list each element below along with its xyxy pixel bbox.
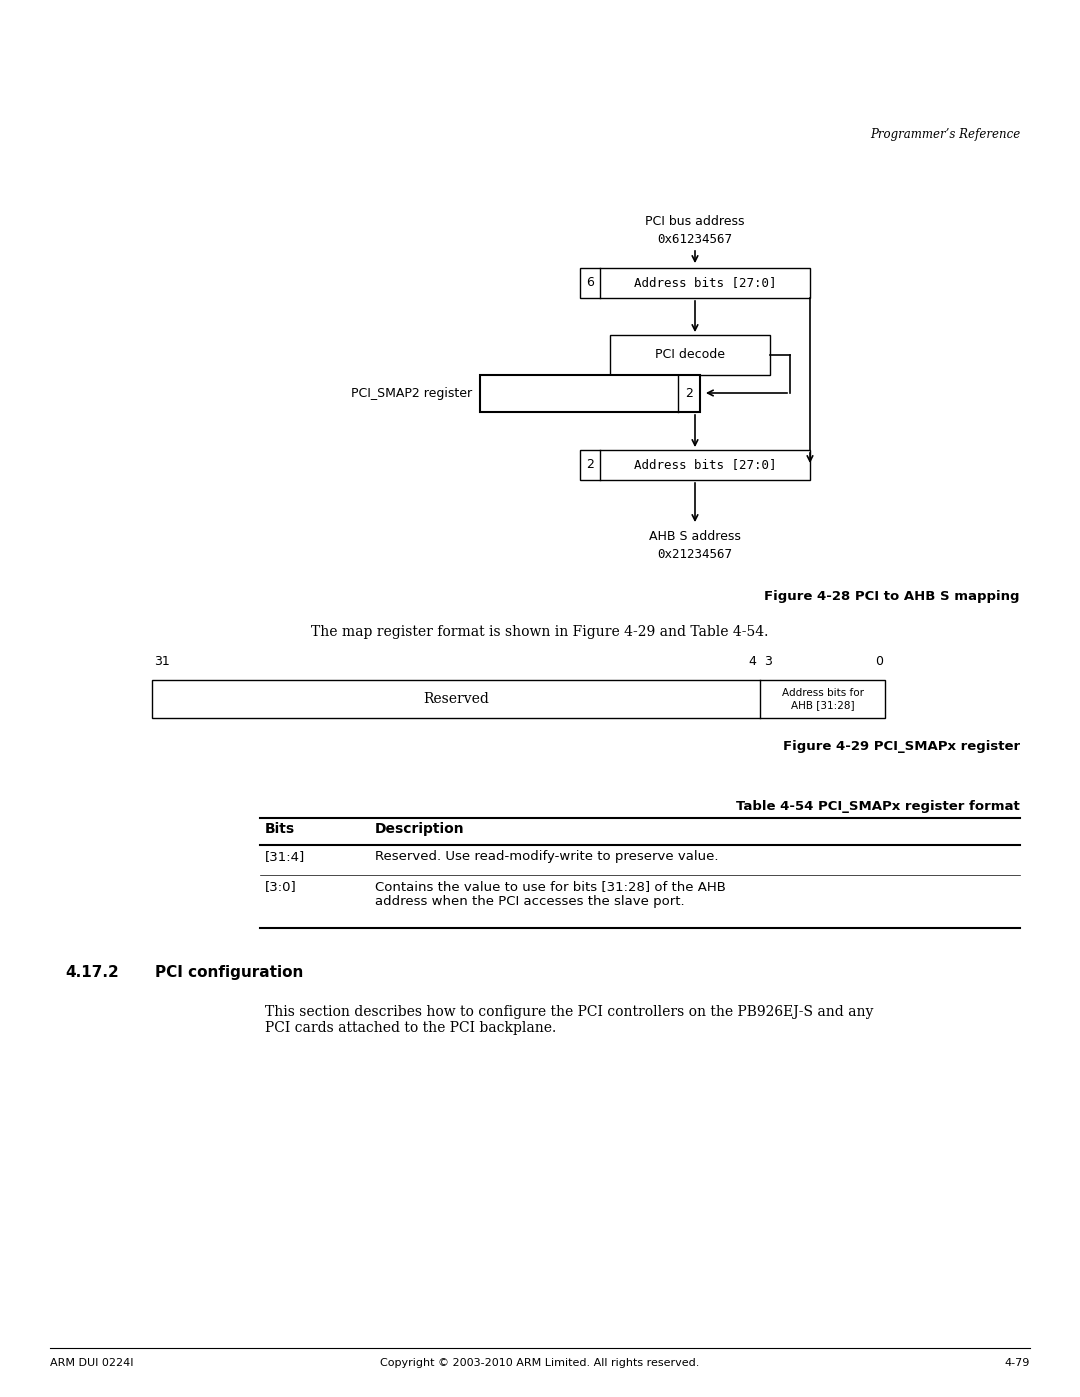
Text: 4-79: 4-79 [1004, 1358, 1030, 1368]
Text: Address bits [27:0]: Address bits [27:0] [634, 458, 777, 472]
Text: PCI configuration: PCI configuration [156, 965, 303, 981]
Text: [31:4]: [31:4] [265, 849, 306, 863]
Text: Figure 4-28 PCI to AHB S mapping: Figure 4-28 PCI to AHB S mapping [765, 590, 1020, 604]
Text: 6: 6 [586, 277, 594, 289]
Text: 3: 3 [764, 655, 772, 668]
Text: PCI decode: PCI decode [654, 348, 725, 362]
Text: This section describes how to configure the PCI controllers on the PB926EJ-S and: This section describes how to configure … [265, 1004, 874, 1035]
Text: Contains the value to use for bits [31:28] of the AHB
address when the PCI acces: Contains the value to use for bits [31:2… [375, 880, 726, 908]
Bar [480, 374, 700, 412]
Text: 0x61234567: 0x61234567 [658, 233, 732, 246]
Text: 4: 4 [748, 655, 756, 668]
Text: Reserved: Reserved [423, 692, 489, 705]
Text: ARM DUI 0224I: ARM DUI 0224I [50, 1358, 134, 1368]
Text: Figure 4-29 PCI_SMAPx register: Figure 4-29 PCI_SMAPx register [783, 740, 1020, 753]
Text: 2: 2 [586, 458, 594, 472]
Text: 0x21234567: 0x21234567 [658, 548, 732, 562]
Text: AHB S address: AHB S address [649, 529, 741, 543]
Text: 0: 0 [875, 655, 883, 668]
Text: Programmer’s Reference: Programmer’s Reference [869, 129, 1020, 141]
Text: 4.17.2: 4.17.2 [65, 965, 119, 981]
Text: Description: Description [375, 821, 464, 835]
Text: [3:0]: [3:0] [265, 880, 297, 893]
Text: 2: 2 [685, 387, 693, 400]
Text: Copyright © 2003-2010 ARM Limited. All rights reserved.: Copyright © 2003-2010 ARM Limited. All r… [380, 1358, 700, 1368]
Text: Address bits for
AHB [31:28]: Address bits for AHB [31:28] [782, 687, 864, 710]
Text: Address bits [27:0]: Address bits [27:0] [634, 277, 777, 289]
Text: Table 4-54 PCI_SMAPx register format: Table 4-54 PCI_SMAPx register format [737, 800, 1020, 813]
Text: PCI_SMAP2 register: PCI_SMAP2 register [351, 387, 472, 400]
Bar [580, 450, 810, 481]
Text: Reserved. Use read-modify-write to preserve value.: Reserved. Use read-modify-write to prese… [375, 849, 718, 863]
Text: PCI bus address: PCI bus address [645, 215, 745, 228]
Bar [152, 680, 885, 718]
Text: Bits: Bits [265, 821, 295, 835]
Bar [580, 268, 810, 298]
Text: The map register format is shown in Figure 4-29 and Table 4-54.: The map register format is shown in Figu… [311, 624, 769, 638]
Bar [610, 335, 770, 374]
Text: 31: 31 [154, 655, 170, 668]
